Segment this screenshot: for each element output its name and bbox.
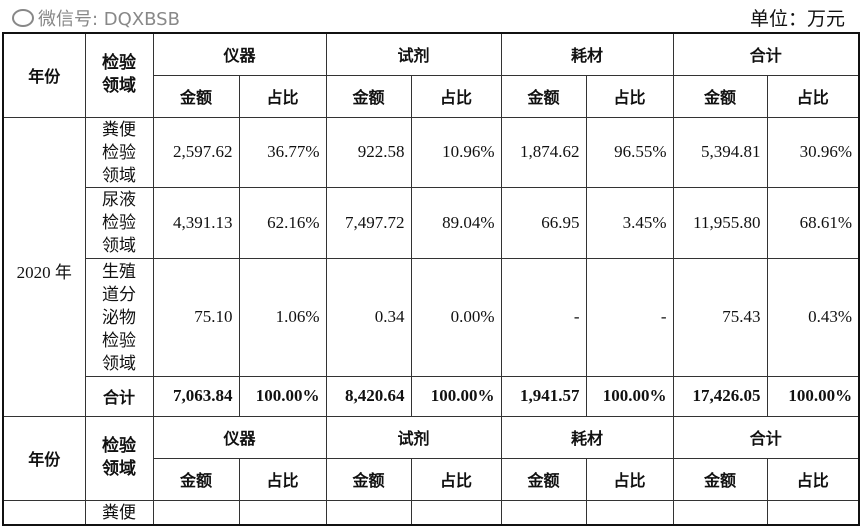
amount-cell: 1,874.62 — [500, 116, 587, 188]
year-header: 年份 — [2, 32, 86, 118]
cell — [410, 499, 502, 525]
ratio-cell: 0.43% — [766, 257, 860, 377]
group-header: 耗材 — [500, 32, 674, 76]
cell — [672, 499, 768, 525]
domain-header: 检验领域 — [84, 415, 154, 501]
ratio-cell: 1.06% — [238, 257, 327, 377]
amount-cell: 8,420.64 — [325, 375, 412, 417]
group-header: 合计 — [672, 32, 860, 76]
ratio-cell: 30.96% — [766, 116, 860, 188]
amount-cell: 75.43 — [672, 257, 768, 377]
ratio-header: 占比 — [410, 74, 502, 118]
year-cell — [2, 499, 86, 525]
ratio-cell: 100.00% — [410, 375, 502, 417]
table-row: 生殖道分泌物检验领域 75.10 1.06% 0.34 0.00% - -75.43 0.43… — [3, 257, 860, 377]
ratio-cell: 36.77% — [238, 116, 327, 188]
domain-cell: 尿液检验领域 — [84, 186, 154, 259]
ratio-cell: 68.61% — [766, 186, 860, 259]
cell — [500, 499, 587, 525]
ratio-cell: 3.45% — [585, 186, 674, 259]
unit-label: 单位：万元 — [749, 9, 845, 30]
group-header: 合计 — [672, 415, 860, 459]
amount-cell: 4,391.13 — [152, 186, 240, 259]
watermark: 微信号: DQXBSB — [12, 5, 180, 31]
group-header: 试剂 — [325, 415, 502, 459]
ratio-cell: 89.04% — [410, 186, 502, 259]
ratio-header: 占比 — [585, 457, 674, 501]
year-cell: 2020 年 — [2, 116, 86, 417]
amount-header: 金额 — [672, 457, 768, 501]
ratio-cell: 0.00% — [410, 257, 502, 377]
amount-cell: 7,497.72 — [325, 186, 412, 259]
amount-cell: 5,394.81 — [672, 116, 768, 188]
amount-header: 金额 — [152, 74, 240, 118]
amount-header: 金额 — [500, 457, 587, 501]
ratio-cell: - — [585, 257, 674, 377]
table-row: 2020 年粪便检验领域 2,597.62 36.77% 922.58 10.96% 1,… — [2, 116, 860, 417]
cell — [325, 499, 412, 525]
group-header: 耗材 — [500, 415, 674, 459]
domain-header: 检验领域 — [84, 32, 154, 118]
ratio-header: 占比 — [585, 74, 674, 118]
header-row: 年份 检验领域 仪器 试剂 耗材 合计 — [2, 32, 860, 118]
watermark-text: 微信号: DQXBSB — [38, 9, 180, 30]
group-header: 试剂 — [325, 32, 502, 76]
amount-cell: 0.34 — [325, 257, 412, 377]
amount-cell: 75.10 — [152, 257, 240, 377]
cell — [585, 499, 674, 525]
header-row: 年份 检验领域 仪器 试剂 耗材 合计 — [2, 415, 860, 501]
year-header: 年份 — [2, 415, 86, 501]
ratio-cell: 62.16% — [238, 186, 327, 259]
domain-cell: 粪便检验领域 — [84, 116, 154, 188]
amount-header: 金额 — [672, 74, 768, 118]
amount-cell: 66.95 — [500, 186, 587, 259]
ratio-cell: 100.00% — [585, 375, 674, 417]
ratio-cell: 100.00% — [766, 375, 860, 417]
ratio-cell: 96.55% — [585, 116, 674, 188]
revenue-table: 年份 检验领域 仪器 试剂 耗材 合计 金额 占比 金额 占比 金额 占比 金额 占比 2020 年粪便检验… — [2, 32, 861, 526]
group-header: 仪器 — [152, 32, 327, 76]
table-row: 合计 7,063.84 100.00% 8,420.64 100.00% 1,941.57… — [3, 375, 860, 417]
domain-cell: 生殖道分泌物检验领域 — [84, 257, 154, 377]
subheader-row: 金额 占比 金额 占比 金额 占比 金额 占比 — [3, 457, 860, 501]
amount-header: 金额 — [325, 74, 412, 118]
table-row: 粪便 — [2, 499, 860, 525]
ratio-cell: 10.96% — [410, 116, 502, 188]
amount-cell: - — [500, 257, 587, 377]
domain-cell: 粪便 — [84, 499, 154, 525]
ratio-cell: 100.00% — [238, 375, 327, 417]
amount-cell: 17,426.05 — [672, 375, 768, 417]
cell — [152, 499, 240, 525]
amount-cell: 7,063.84 — [152, 375, 240, 417]
amount-cell: 11,955.80 — [672, 186, 768, 259]
wechat-icon — [12, 9, 34, 27]
ratio-header: 占比 — [238, 74, 327, 118]
ratio-header: 占比 — [410, 457, 502, 501]
ratio-header: 占比 — [238, 457, 327, 501]
ratio-header: 占比 — [766, 74, 860, 118]
cell — [766, 499, 860, 525]
domain-cell: 合计 — [84, 375, 154, 417]
amount-cell: 922.58 — [325, 116, 412, 188]
group-header: 仪器 — [152, 415, 327, 459]
amount-header: 金额 — [500, 74, 587, 118]
amount-cell: 1,941.57 — [500, 375, 587, 417]
amount-header: 金额 — [325, 457, 412, 501]
table-row: 尿液检验领域 4,391.13 62.16% 7,497.72 89.04% 66.95 3… — [3, 186, 860, 259]
subheader-row: 金额 占比 金额 占比 金额 占比 金额 占比 — [3, 74, 860, 118]
cell — [238, 499, 327, 525]
ratio-header: 占比 — [766, 457, 860, 501]
amount-header: 金额 — [152, 457, 240, 501]
amount-cell: 2,597.62 — [152, 116, 240, 188]
